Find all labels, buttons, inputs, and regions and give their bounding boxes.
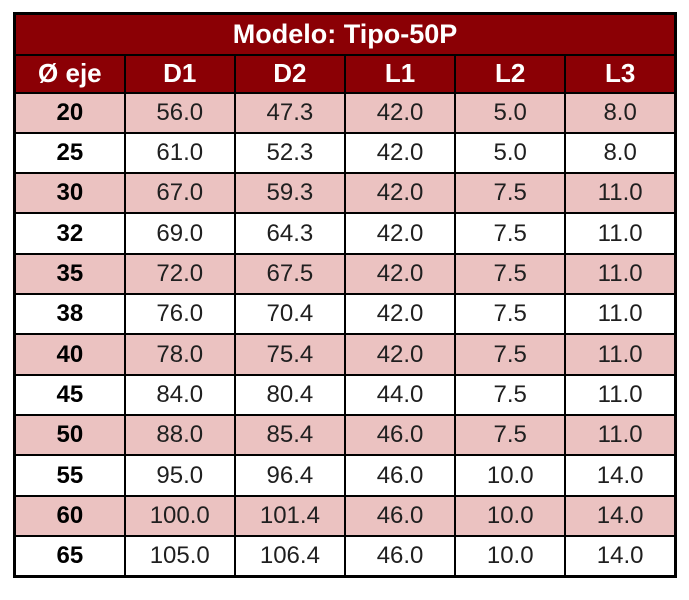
dimension-cell: 11.0 — [564, 293, 677, 336]
shaft-diameter-cell: 30 — [13, 172, 126, 215]
dimension-cell: 46.0 — [343, 494, 457, 538]
dimension-cell: 59.3 — [233, 172, 346, 215]
dimension-cell: 101.4 — [233, 494, 346, 538]
dimension-cell: 69.0 — [123, 212, 236, 255]
dimension-cell: 56.0 — [123, 91, 236, 134]
dimension-cell: 42.0 — [343, 172, 457, 215]
shaft-diameter-cell: 50 — [13, 414, 126, 457]
shaft-diameter-cell: 38 — [13, 293, 126, 336]
dimension-cell: 14.0 — [564, 454, 677, 497]
dimension-cell: 88.0 — [123, 414, 236, 457]
table-row: 38 76.0 70.4 42.0 7.5 11.0 — [13, 293, 677, 336]
dimension-cell: 100.0 — [123, 494, 236, 538]
dimension-cell: 5.0 — [454, 91, 567, 134]
table-row: 32 69.0 64.3 42.0 7.5 11.0 — [13, 212, 677, 255]
shaft-diameter-cell: 45 — [13, 373, 126, 417]
dimension-cell: 46.0 — [343, 454, 457, 497]
shaft-diameter-cell: 25 — [13, 131, 126, 175]
spec-table: Modelo: Tipo-50P Ø eje D1 D2 L1 L2 L3 20… — [13, 12, 677, 578]
dimension-cell: 42.0 — [343, 212, 457, 255]
dimension-cell: 75.4 — [233, 333, 346, 376]
dimension-cell: 11.0 — [564, 212, 677, 255]
dimension-cell: 7.5 — [454, 293, 567, 336]
shaft-diameter-cell: 60 — [13, 494, 126, 538]
shaft-diameter-cell: 65 — [13, 535, 126, 578]
dimension-cell: 42.0 — [343, 91, 457, 134]
dimension-cell: 67.5 — [233, 252, 346, 296]
column-header-l3: L3 — [564, 53, 677, 94]
dimension-cell: 47.3 — [233, 91, 346, 134]
dimension-cell: 46.0 — [343, 414, 457, 457]
table-row: 40 78.0 75.4 42.0 7.5 11.0 — [13, 333, 677, 376]
dimension-cell: 78.0 — [123, 333, 236, 376]
column-header-l1: L1 — [343, 53, 457, 94]
dimension-cell: 52.3 — [233, 131, 346, 175]
dimension-cell: 7.5 — [454, 172, 567, 215]
dimension-cell: 61.0 — [123, 131, 236, 175]
shaft-diameter-cell: 55 — [13, 454, 126, 497]
dimension-cell: 7.5 — [454, 212, 567, 255]
dimension-cell: 8.0 — [564, 131, 677, 175]
dimension-cell: 14.0 — [564, 535, 677, 578]
dimension-cell: 42.0 — [343, 293, 457, 336]
dimension-cell: 72.0 — [123, 252, 236, 296]
table-row: 60 100.0 101.4 46.0 10.0 14.0 — [13, 494, 677, 538]
dimension-cell: 7.5 — [454, 414, 567, 457]
dimension-cell: 70.4 — [233, 293, 346, 336]
table-row: 25 61.0 52.3 42.0 5.0 8.0 — [13, 131, 677, 175]
dimension-cell: 8.0 — [564, 91, 677, 134]
dimension-cell: 14.0 — [564, 494, 677, 538]
column-header-d1: D1 — [123, 53, 236, 94]
column-header-l2: L2 — [454, 53, 567, 94]
dimension-cell: 10.0 — [454, 494, 567, 538]
dimension-cell: 85.4 — [233, 414, 346, 457]
dimension-cell: 46.0 — [343, 535, 457, 578]
dimension-cell: 7.5 — [454, 373, 567, 417]
dimension-cell: 67.0 — [123, 172, 236, 215]
table-row: 30 67.0 59.3 42.0 7.5 11.0 — [13, 172, 677, 215]
table-row: 55 95.0 96.4 46.0 10.0 14.0 — [13, 454, 677, 497]
dimension-cell: 96.4 — [233, 454, 346, 497]
dimension-cell: 80.4 — [233, 373, 346, 417]
shaft-diameter-cell: 40 — [13, 333, 126, 376]
dimension-cell: 105.0 — [123, 535, 236, 578]
dimension-cell: 7.5 — [454, 252, 567, 296]
dimension-cell: 7.5 — [454, 333, 567, 376]
table-body: 20 56.0 47.3 42.0 5.0 8.0 25 61.0 52.3 42.0 5.0 8.0… — [13, 91, 677, 578]
dimension-cell: 11.0 — [564, 414, 677, 457]
shaft-diameter-cell: 32 — [13, 212, 126, 255]
dimension-cell: 76.0 — [123, 293, 236, 336]
dimension-cell: 5.0 — [454, 131, 567, 175]
dimension-cell: 42.0 — [343, 333, 457, 376]
shaft-diameter-cell: 20 — [13, 91, 126, 134]
dimension-cell: 11.0 — [564, 172, 677, 215]
shaft-diameter-cell: 35 — [13, 252, 126, 296]
dimension-cell: 11.0 — [564, 333, 677, 376]
dimension-cell: 11.0 — [564, 373, 677, 417]
dimension-cell: 106.4 — [233, 535, 346, 578]
dimension-cell: 42.0 — [343, 131, 457, 175]
table-title-row: Modelo: Tipo-50P — [13, 12, 677, 56]
column-header-d2: D2 — [233, 53, 346, 94]
table-row: 45 84.0 80.4 44.0 7.5 11.0 — [13, 373, 677, 417]
dimension-cell: 10.0 — [454, 535, 567, 578]
table-row: 20 56.0 47.3 42.0 5.0 8.0 — [13, 91, 677, 134]
table-row: 65 105.0 106.4 46.0 10.0 14.0 — [13, 535, 677, 578]
column-header-shaft-diameter: Ø eje — [13, 53, 126, 94]
table-row: 35 72.0 67.5 42.0 7.5 11.0 — [13, 252, 677, 296]
table-row: 50 88.0 85.4 46.0 7.5 11.0 — [13, 414, 677, 457]
dimension-cell: 95.0 — [123, 454, 236, 497]
dimension-cell: 64.3 — [233, 212, 346, 255]
dimension-cell: 11.0 — [564, 252, 677, 296]
table-title: Modelo: Tipo-50P — [13, 12, 677, 56]
dimension-cell: 42.0 — [343, 252, 457, 296]
table-header-row: Ø eje D1 D2 L1 L2 L3 — [13, 53, 677, 94]
dimension-cell: 84.0 — [123, 373, 236, 417]
dimension-cell: 10.0 — [454, 454, 567, 497]
dimension-cell: 44.0 — [343, 373, 457, 417]
